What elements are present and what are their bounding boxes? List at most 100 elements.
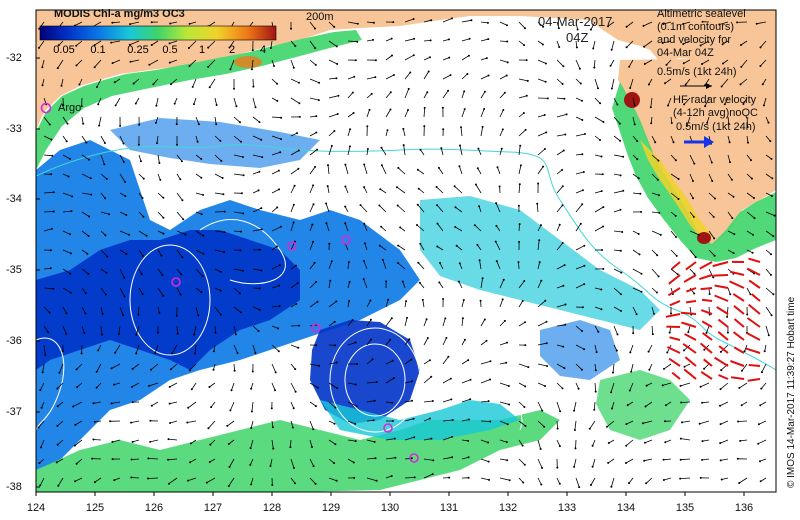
velocity-vector	[187, 401, 197, 409]
velocity-vector	[151, 40, 159, 46]
velocity-vector-head	[312, 465, 315, 468]
velocity-vector-head	[544, 80, 547, 83]
velocity-vector-head	[280, 116, 283, 119]
velocity-vector	[157, 173, 161, 181]
velocity-vector	[518, 420, 526, 427]
velocity-vector	[309, 166, 316, 175]
velocity-vector-head	[335, 361, 338, 364]
hf-radar-vector	[712, 261, 729, 268]
velocity-vector-head	[643, 459, 646, 462]
velocity-vector-head	[451, 456, 454, 459]
velocity-vector	[250, 477, 254, 485]
velocity-vector-head	[506, 61, 509, 64]
velocity-vector	[632, 173, 639, 179]
velocity-vector	[575, 40, 578, 48]
velocity-vector	[81, 173, 91, 179]
velocity-vector-head	[351, 91, 354, 94]
velocity-vector-head	[122, 161, 125, 163]
velocity-vector	[461, 55, 470, 61]
velocity-vector-head	[180, 273, 183, 276]
velocity-vector	[214, 135, 221, 142]
velocity-vector-head	[202, 193, 204, 196]
velocity-vector	[195, 306, 199, 316]
velocity-vector	[363, 186, 368, 194]
velocity-vector	[93, 439, 102, 441]
argo-float[interactable]	[383, 423, 393, 433]
longitude-tick-label: 132	[498, 502, 518, 514]
velocity-vector	[442, 436, 453, 441]
velocity-vector-head	[158, 162, 161, 164]
velocity-vector-head	[386, 129, 389, 132]
velocity-vector	[461, 439, 469, 442]
velocity-vector-head	[469, 378, 472, 381]
velocity-vector	[43, 191, 54, 194]
velocity-vector	[271, 285, 280, 289]
velocity-vector-head	[96, 86, 98, 88]
velocity-vector	[252, 207, 262, 213]
velocity-vector	[347, 342, 356, 346]
velocity-vector-head	[375, 381, 378, 383]
velocity-vector	[157, 230, 164, 234]
velocity-vector-head	[111, 62, 114, 65]
velocity-vector-head	[212, 368, 215, 371]
argo-float[interactable]	[287, 241, 297, 251]
velocity-vector-head	[148, 384, 150, 387]
velocity-vector	[423, 359, 431, 365]
velocity-vector	[214, 268, 221, 273]
velocity-vector-head	[298, 115, 301, 118]
longitude-tick-label: 136	[734, 502, 754, 514]
velocity-vector	[613, 325, 618, 335]
velocity-vector-head	[390, 475, 393, 477]
velocity-vector-head	[417, 261, 420, 264]
latitude-tick-label: -37	[6, 406, 22, 418]
velocity-vector	[496, 260, 501, 270]
argo-float[interactable]	[409, 453, 419, 463]
velocity-vector-head	[442, 298, 445, 300]
velocity-vector-head	[564, 133, 567, 136]
velocity-vector	[328, 145, 333, 156]
velocity-vector-head	[682, 43, 685, 45]
velocity-vector-head	[467, 476, 470, 479]
velocity-vector-head	[575, 46, 578, 49]
velocity-vector-head	[736, 457, 739, 460]
argo-float[interactable]	[341, 235, 351, 245]
velocity-vector-head	[219, 289, 222, 292]
velocity-vector-head	[730, 178, 733, 181]
argo-float[interactable]	[171, 277, 181, 287]
velocity-vector-head	[432, 459, 435, 462]
velocity-vector	[328, 420, 335, 425]
velocity-vector-head	[69, 233, 71, 236]
velocity-vector-head	[483, 318, 486, 321]
velocity-vector-head	[168, 42, 171, 45]
velocity-vector-head	[114, 104, 117, 107]
velocity-vector-head	[311, 223, 314, 226]
velocity-vector-head	[753, 217, 756, 220]
velocity-vector	[328, 130, 335, 137]
velocity-vector-head	[495, 224, 498, 227]
altimetric-velocity-vectors	[37, 17, 776, 489]
velocity-vector-head	[148, 63, 151, 66]
velocity-vector-head	[719, 404, 721, 407]
argo-float[interactable]	[311, 323, 321, 333]
velocity-vector-head	[142, 177, 145, 180]
velocity-vector-head	[712, 276, 715, 279]
velocity-vector-head	[719, 388, 722, 391]
velocity-vector	[575, 283, 585, 289]
velocity-vector	[670, 268, 678, 275]
velocity-vector-head	[410, 358, 413, 361]
velocity-vector	[746, 116, 749, 128]
velocity-vector	[686, 116, 691, 127]
velocity-vector	[271, 59, 275, 67]
velocity-vector	[193, 97, 197, 105]
velocity-vector-head	[468, 37, 471, 40]
velocity-vector-head	[481, 125, 484, 128]
velocity-vector-head	[240, 192, 243, 195]
velocity-vector-head	[496, 166, 499, 169]
velocity-vector	[440, 148, 444, 156]
velocity-vector-head	[69, 157, 71, 160]
velocity-vector	[93, 401, 102, 404]
hf-radar-vector	[745, 347, 761, 354]
velocity-vector-head	[207, 65, 210, 68]
velocity-vector-head	[649, 106, 652, 109]
velocity-vector	[138, 249, 144, 257]
